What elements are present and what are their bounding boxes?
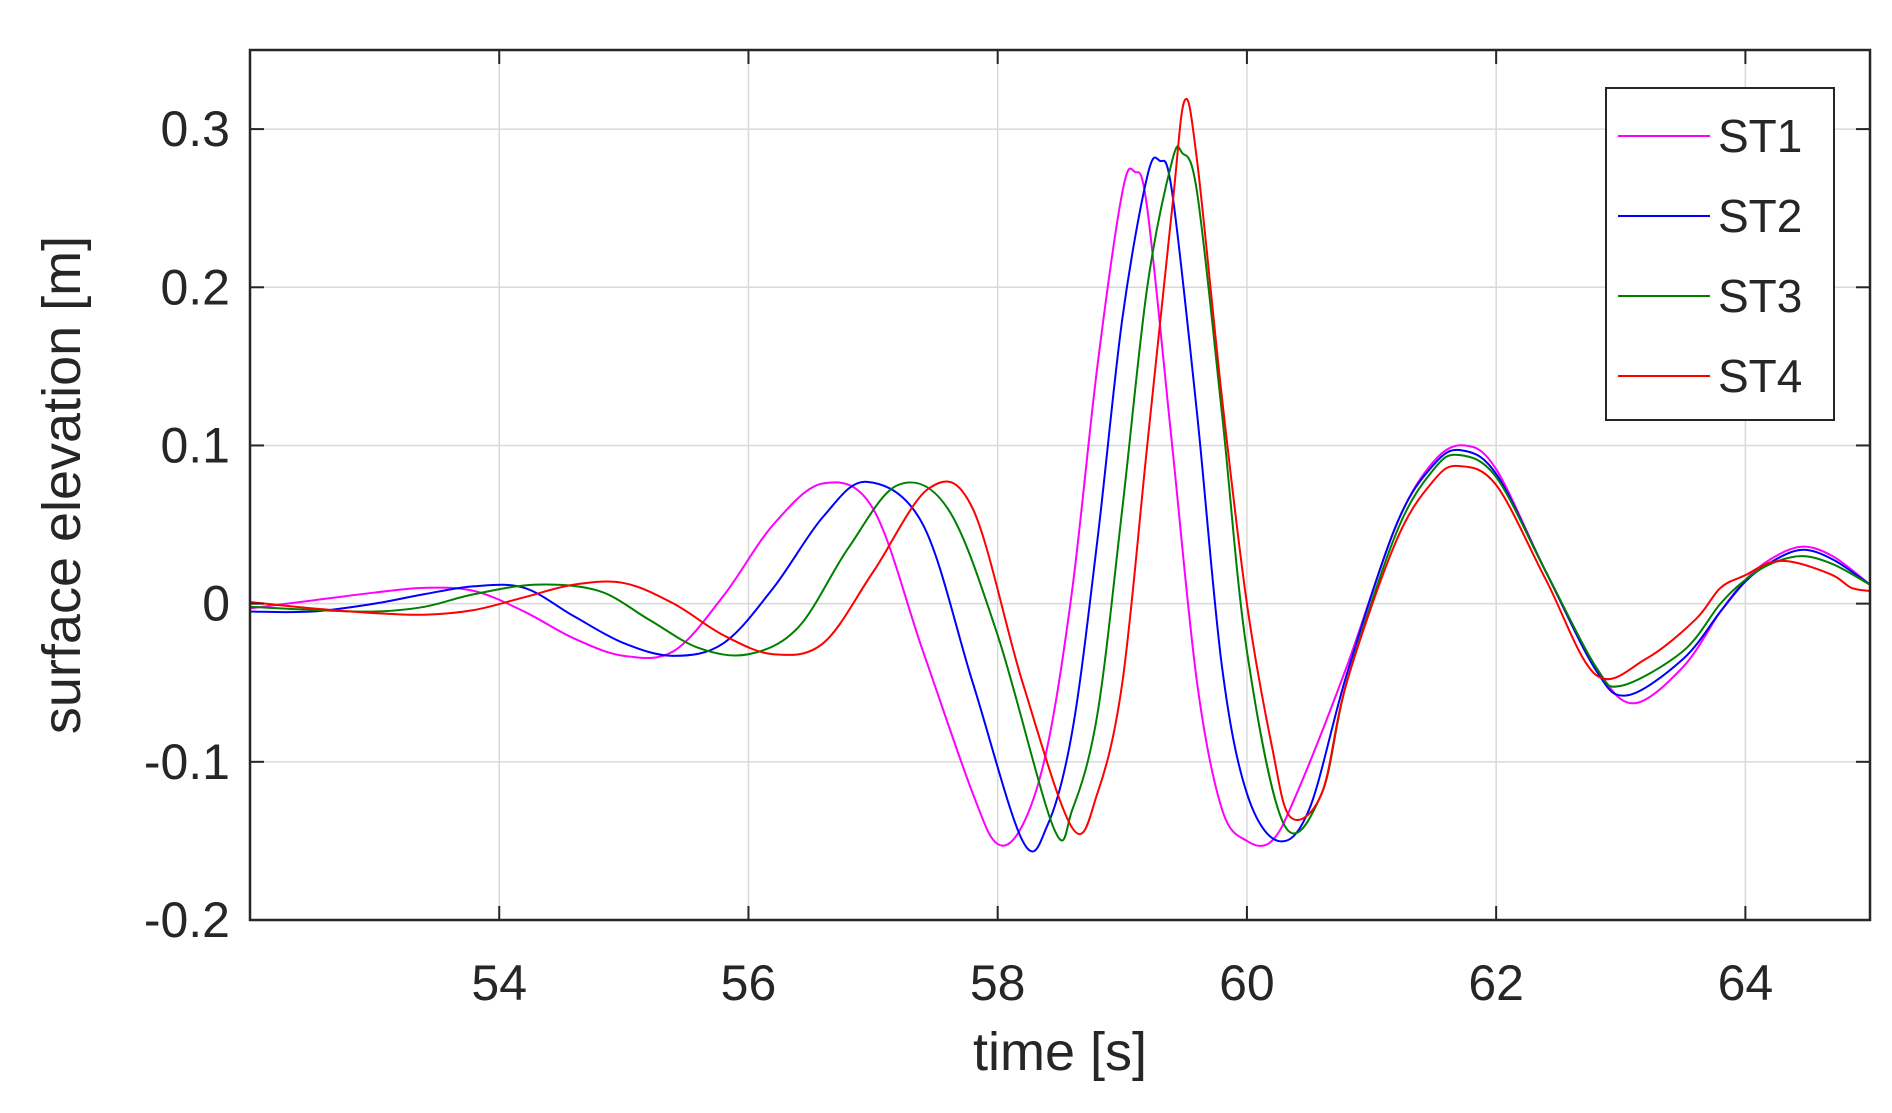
- x-tick-label: 58: [970, 955, 1026, 1011]
- x-tick-label: 56: [721, 955, 777, 1011]
- series-line-st4: [250, 97, 1870, 836]
- y-tick-label: 0.1: [160, 417, 230, 473]
- y-axis-label: surface elevation [m]: [32, 236, 92, 734]
- axis-ticks: 54 56 58 60 62 64 -0.2 -0.1 0 0.1 0.2 0.3: [144, 50, 1870, 1011]
- legend: ST1 ST2 ST3 ST4: [1605, 87, 1835, 421]
- y-tick-label: 0: [202, 576, 230, 632]
- y-tick-label: -0.1: [144, 734, 230, 790]
- plot-frame: [248, 48, 1872, 922]
- y-tick-label: 0.2: [160, 259, 230, 315]
- legend-label: ST3: [1718, 270, 1802, 322]
- legend-label: ST1: [1718, 110, 1802, 162]
- x-axis-label: time [s]: [973, 1022, 1147, 1082]
- x-tick-label: 62: [1468, 955, 1524, 1011]
- x-tick-label: 64: [1718, 955, 1774, 1011]
- legend-label: ST2: [1718, 190, 1802, 242]
- series-line-st2: [250, 156, 1870, 853]
- x-tick-label: 60: [1219, 955, 1275, 1011]
- legend-label: ST4: [1718, 350, 1802, 402]
- y-tick-label: -0.2: [144, 892, 230, 948]
- x-tick-label: 54: [471, 955, 527, 1011]
- legend-box: [1605, 87, 1835, 421]
- y-tick-label: 0.3: [160, 101, 230, 157]
- series-lines: [250, 97, 1870, 853]
